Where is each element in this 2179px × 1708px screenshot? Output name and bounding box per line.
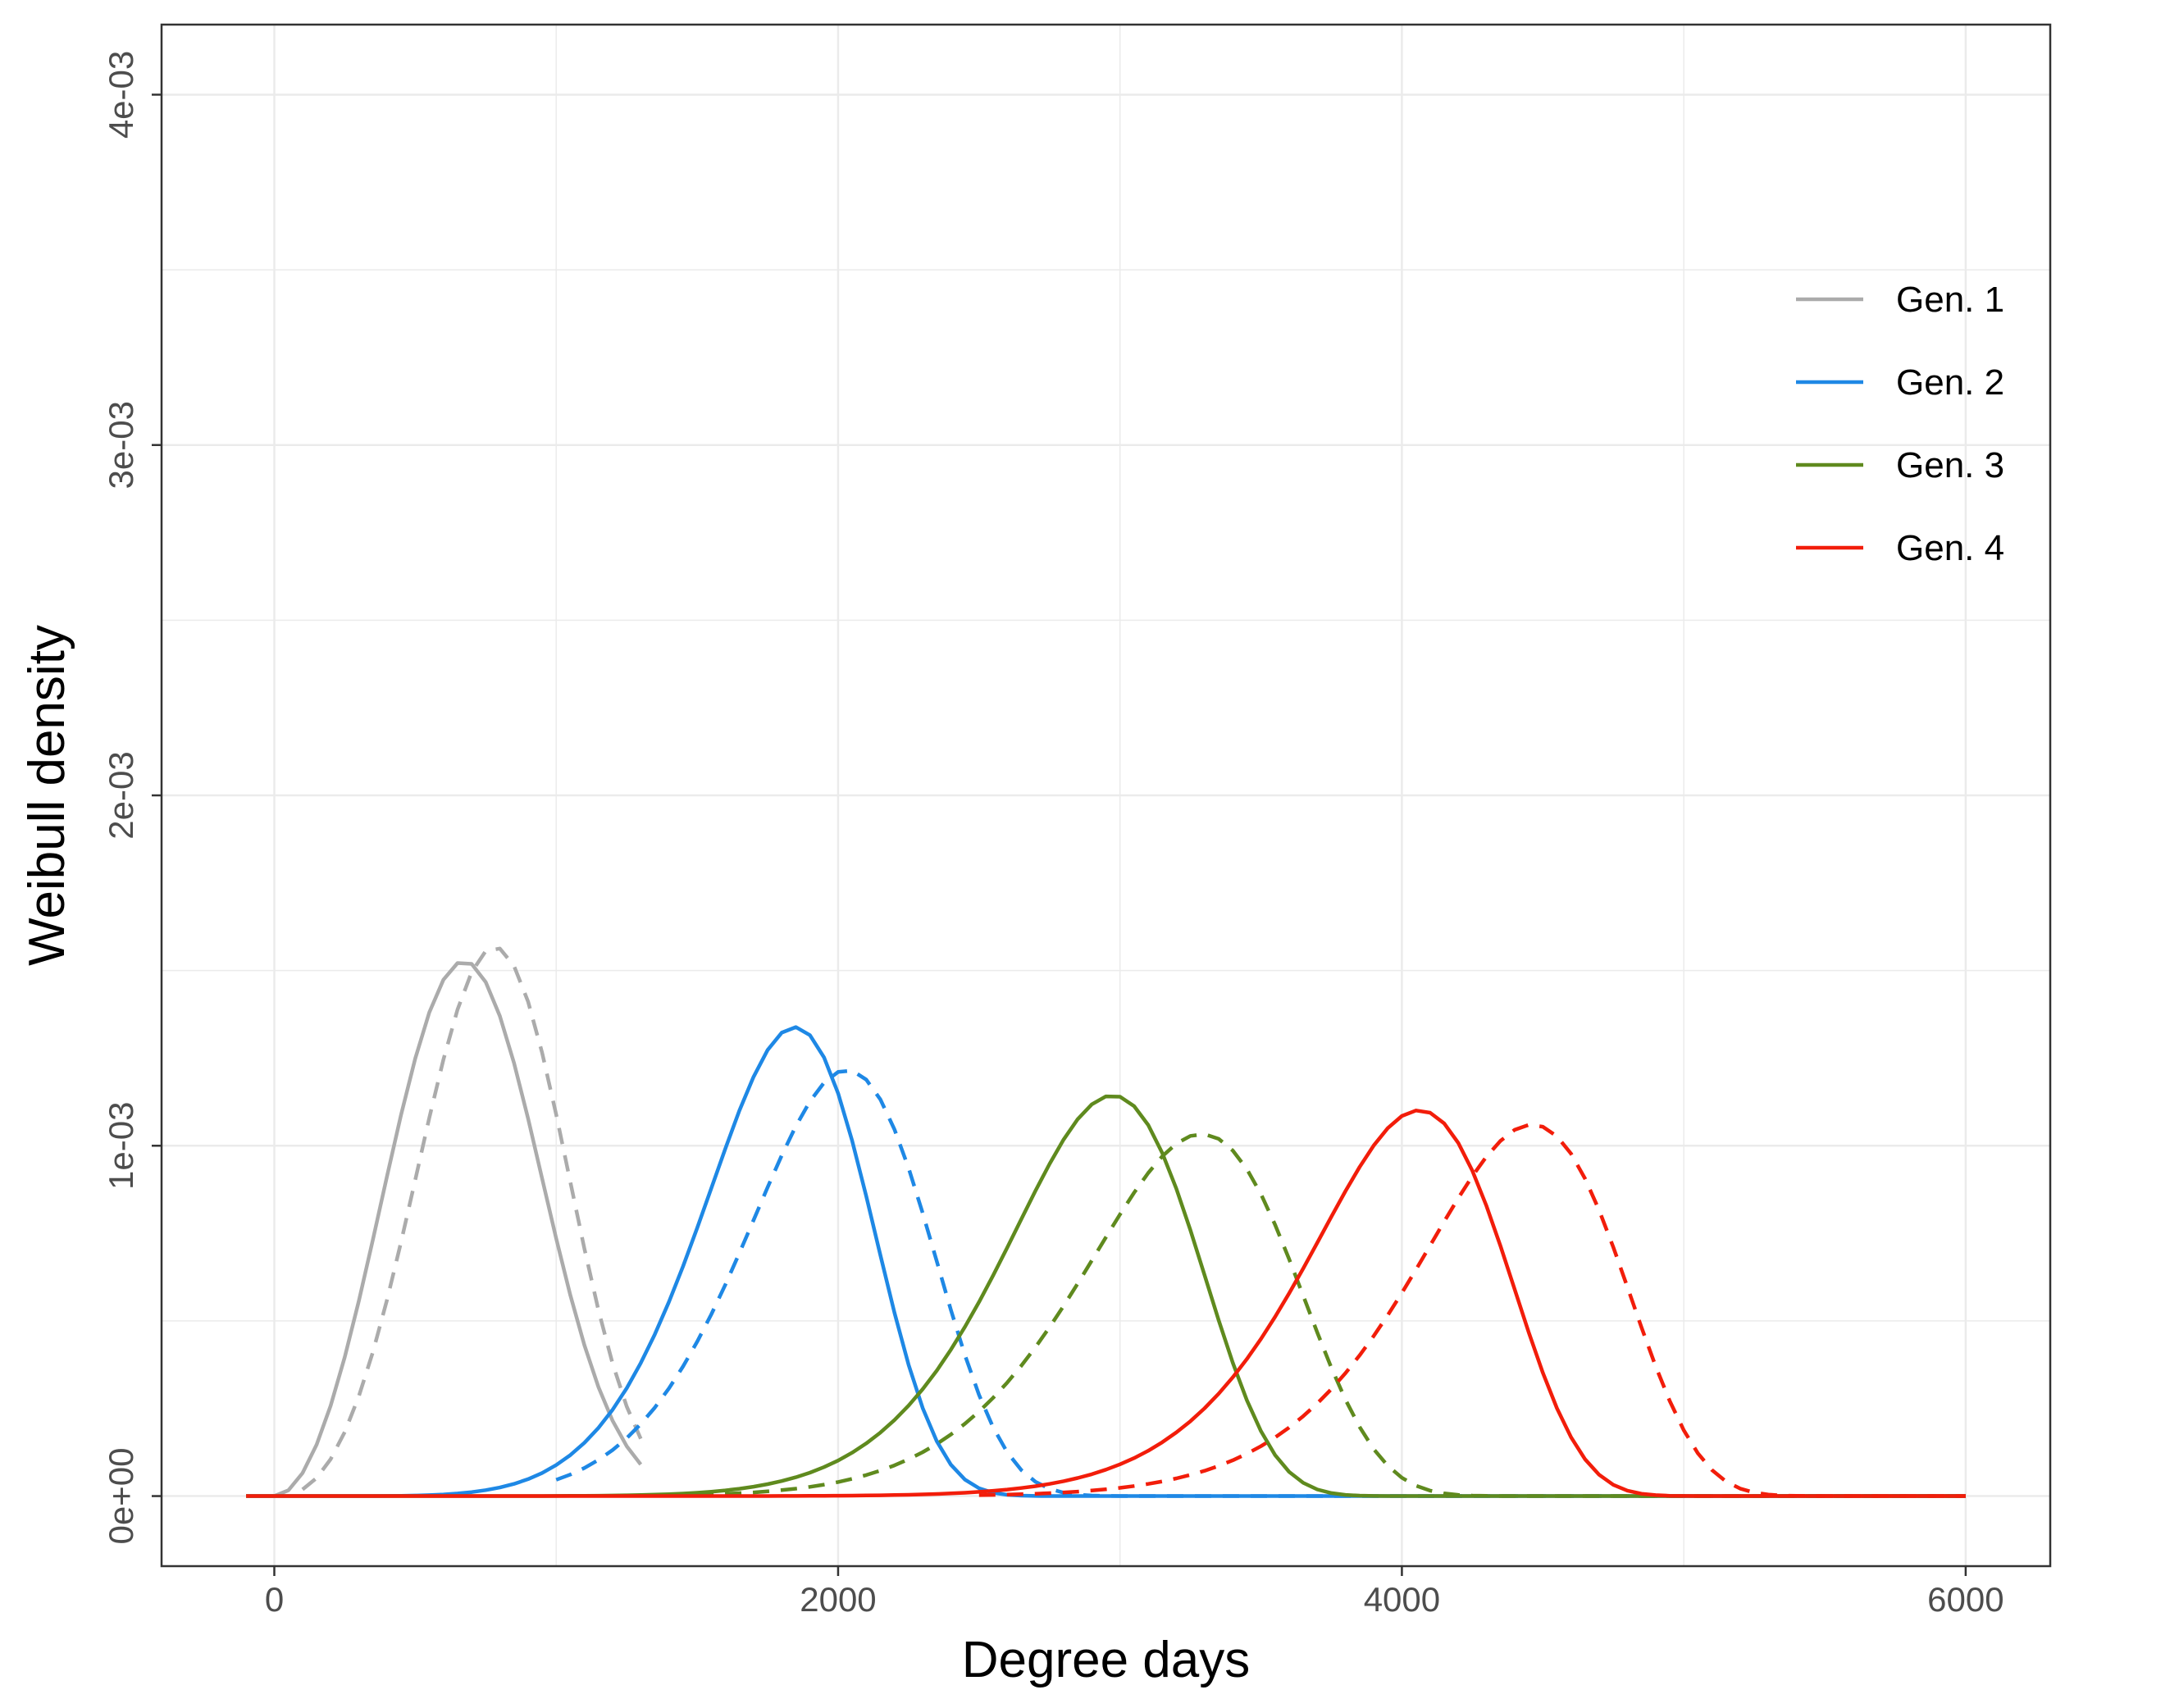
y-tick-label: 2e-03 [102,751,140,839]
y-axis: 0e+00 1e-03 2e-03 3e-03 4e-03 [102,51,162,1545]
legend-label: Gen. 3 [1896,445,2004,485]
y-tick-label: 1e-03 [102,1102,140,1190]
series-line-gen-4-solid [246,1109,1966,1498]
x-axis: 0 2000 4000 6000 [265,1566,2004,1619]
series-line-gen-4-dashed [978,1123,1966,1498]
legend-label: Gen. 2 [1896,362,2004,403]
y-tick-label: 0e+00 [102,1448,140,1545]
series-line-gen-1-dashed [301,946,643,1492]
x-tick-label: 0 [265,1580,284,1619]
x-tick-label: 2000 [800,1580,876,1619]
legend-label: Gen. 4 [1896,528,2004,568]
x-tick-label: 4000 [1364,1580,1440,1619]
x-axis-title: Degree days [962,1632,1251,1688]
y-tick-label: 4e-03 [102,51,140,139]
x-tick-label: 6000 [1927,1580,2003,1619]
series-lines [246,946,1966,1498]
legend-label: Gen. 1 [1896,280,2004,320]
legend: Gen. 1 Gen. 2 Gen. 3 Gen. 4 [1796,280,2004,568]
y-axis-title: Weibull density [19,625,75,966]
series-line-gen-1-solid [246,961,643,1498]
y-tick-label: 3e-03 [102,401,140,489]
